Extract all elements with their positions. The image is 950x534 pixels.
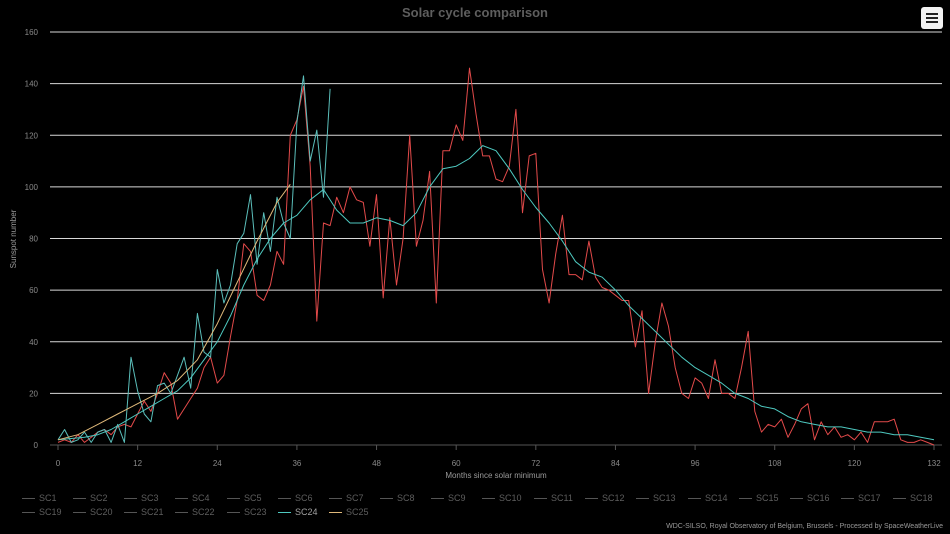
series-line-sc25	[57, 75, 331, 443]
x-tick-label: 60	[452, 459, 461, 468]
legend-label: SC7	[346, 493, 364, 503]
y-tick-label: 120	[25, 131, 39, 140]
legend-swatch	[124, 512, 137, 513]
legend-swatch	[22, 498, 35, 499]
legend-swatch	[841, 498, 854, 499]
legend-label: SC23	[244, 507, 267, 517]
legend-swatch	[482, 498, 495, 499]
credit-text: WDC-SILSO, Royal Observatory of Belgium,…	[666, 523, 943, 530]
legend-label: SC14	[705, 493, 728, 503]
legend-swatch	[380, 498, 393, 499]
legend-label: SC2	[90, 493, 108, 503]
legend-label: SC6	[295, 493, 313, 503]
y-tick-label: 60	[29, 286, 38, 295]
grid	[50, 31, 942, 446]
legend-swatch	[893, 498, 906, 499]
legend-label: SC3	[141, 493, 159, 503]
x-tick-label: 132	[927, 459, 941, 468]
legend-label: SC20	[90, 507, 113, 517]
legend-swatch	[688, 498, 701, 499]
x-tick-label: 12	[133, 459, 142, 468]
legend-swatch	[22, 512, 35, 513]
legend-label: SC22	[192, 507, 215, 517]
y-tick-label: 0	[34, 441, 39, 450]
legend-label: SC15	[756, 493, 779, 503]
legend-swatch	[585, 498, 598, 499]
legend-label: SC21	[141, 507, 164, 517]
legend-label: SC24	[295, 507, 318, 517]
x-tick-label: 24	[213, 459, 222, 468]
series-line-sc24	[57, 145, 935, 441]
legend-swatch	[431, 498, 444, 499]
legend-swatch	[278, 498, 291, 499]
y-tick-label: 160	[25, 28, 39, 37]
x-tick-label: 72	[531, 459, 540, 468]
legend-label: SC16	[807, 493, 830, 503]
legend-swatch	[278, 512, 291, 513]
legend-swatch	[329, 512, 342, 513]
legend-swatch	[534, 498, 547, 499]
y-axis-ticks: 0 20 40 60 80 100 120 140 160	[25, 28, 39, 450]
legend-label: SC18	[910, 493, 933, 503]
x-tick-label: 120	[848, 459, 862, 468]
legend-label: SC8	[397, 493, 415, 503]
legend-label: SC10	[499, 493, 522, 503]
legend-label: SC9	[448, 493, 466, 503]
legend-swatch	[175, 498, 188, 499]
y-axis-label: Sunspot number	[9, 209, 18, 268]
hamburger-menu-icon[interactable]	[921, 7, 943, 29]
x-tick-label: 108	[768, 459, 782, 468]
legend-swatch	[73, 498, 86, 499]
x-tick-label: 0	[56, 459, 61, 468]
series-line-sc25-smoothed	[57, 184, 291, 441]
legend-swatch	[73, 512, 86, 513]
legend-label: SC4	[192, 493, 210, 503]
y-tick-label: 140	[25, 80, 39, 89]
legend-swatch	[124, 498, 137, 499]
series-lines	[57, 67, 935, 446]
legend-swatch	[329, 498, 342, 499]
legend-swatch	[636, 498, 649, 499]
legend-label: SC19	[39, 507, 62, 517]
legend-label: SC12	[602, 493, 625, 503]
x-axis-label: Months since solar minimum	[445, 471, 547, 480]
legend-swatch	[175, 512, 188, 513]
y-tick-label: 20	[29, 389, 38, 398]
legend-label: SC13	[653, 493, 676, 503]
x-tick-label: 48	[372, 459, 381, 468]
x-tick-label: 96	[691, 459, 700, 468]
y-tick-label: 100	[25, 183, 39, 192]
legend-swatch	[790, 498, 803, 499]
series-line-sc24-monthly	[57, 67, 935, 446]
legend-label: SC1	[39, 493, 57, 503]
y-tick-label: 40	[29, 338, 38, 347]
legend-label: SC17	[858, 493, 881, 503]
legend-swatch	[227, 498, 240, 499]
x-tick-label: 84	[611, 459, 620, 468]
legend-swatch	[227, 512, 240, 513]
legend-swatch	[739, 498, 752, 499]
legend-label: SC5	[244, 493, 262, 503]
y-tick-label: 80	[29, 235, 38, 244]
x-axis-ticks: 0 12 24 36 48 60 72 84 96 108 120 132	[56, 445, 941, 468]
x-tick-label: 36	[292, 459, 301, 468]
legend-label: SC25	[346, 507, 369, 517]
chart-title: Solar cycle comparison	[402, 5, 548, 20]
legend-label: SC11	[551, 493, 573, 503]
